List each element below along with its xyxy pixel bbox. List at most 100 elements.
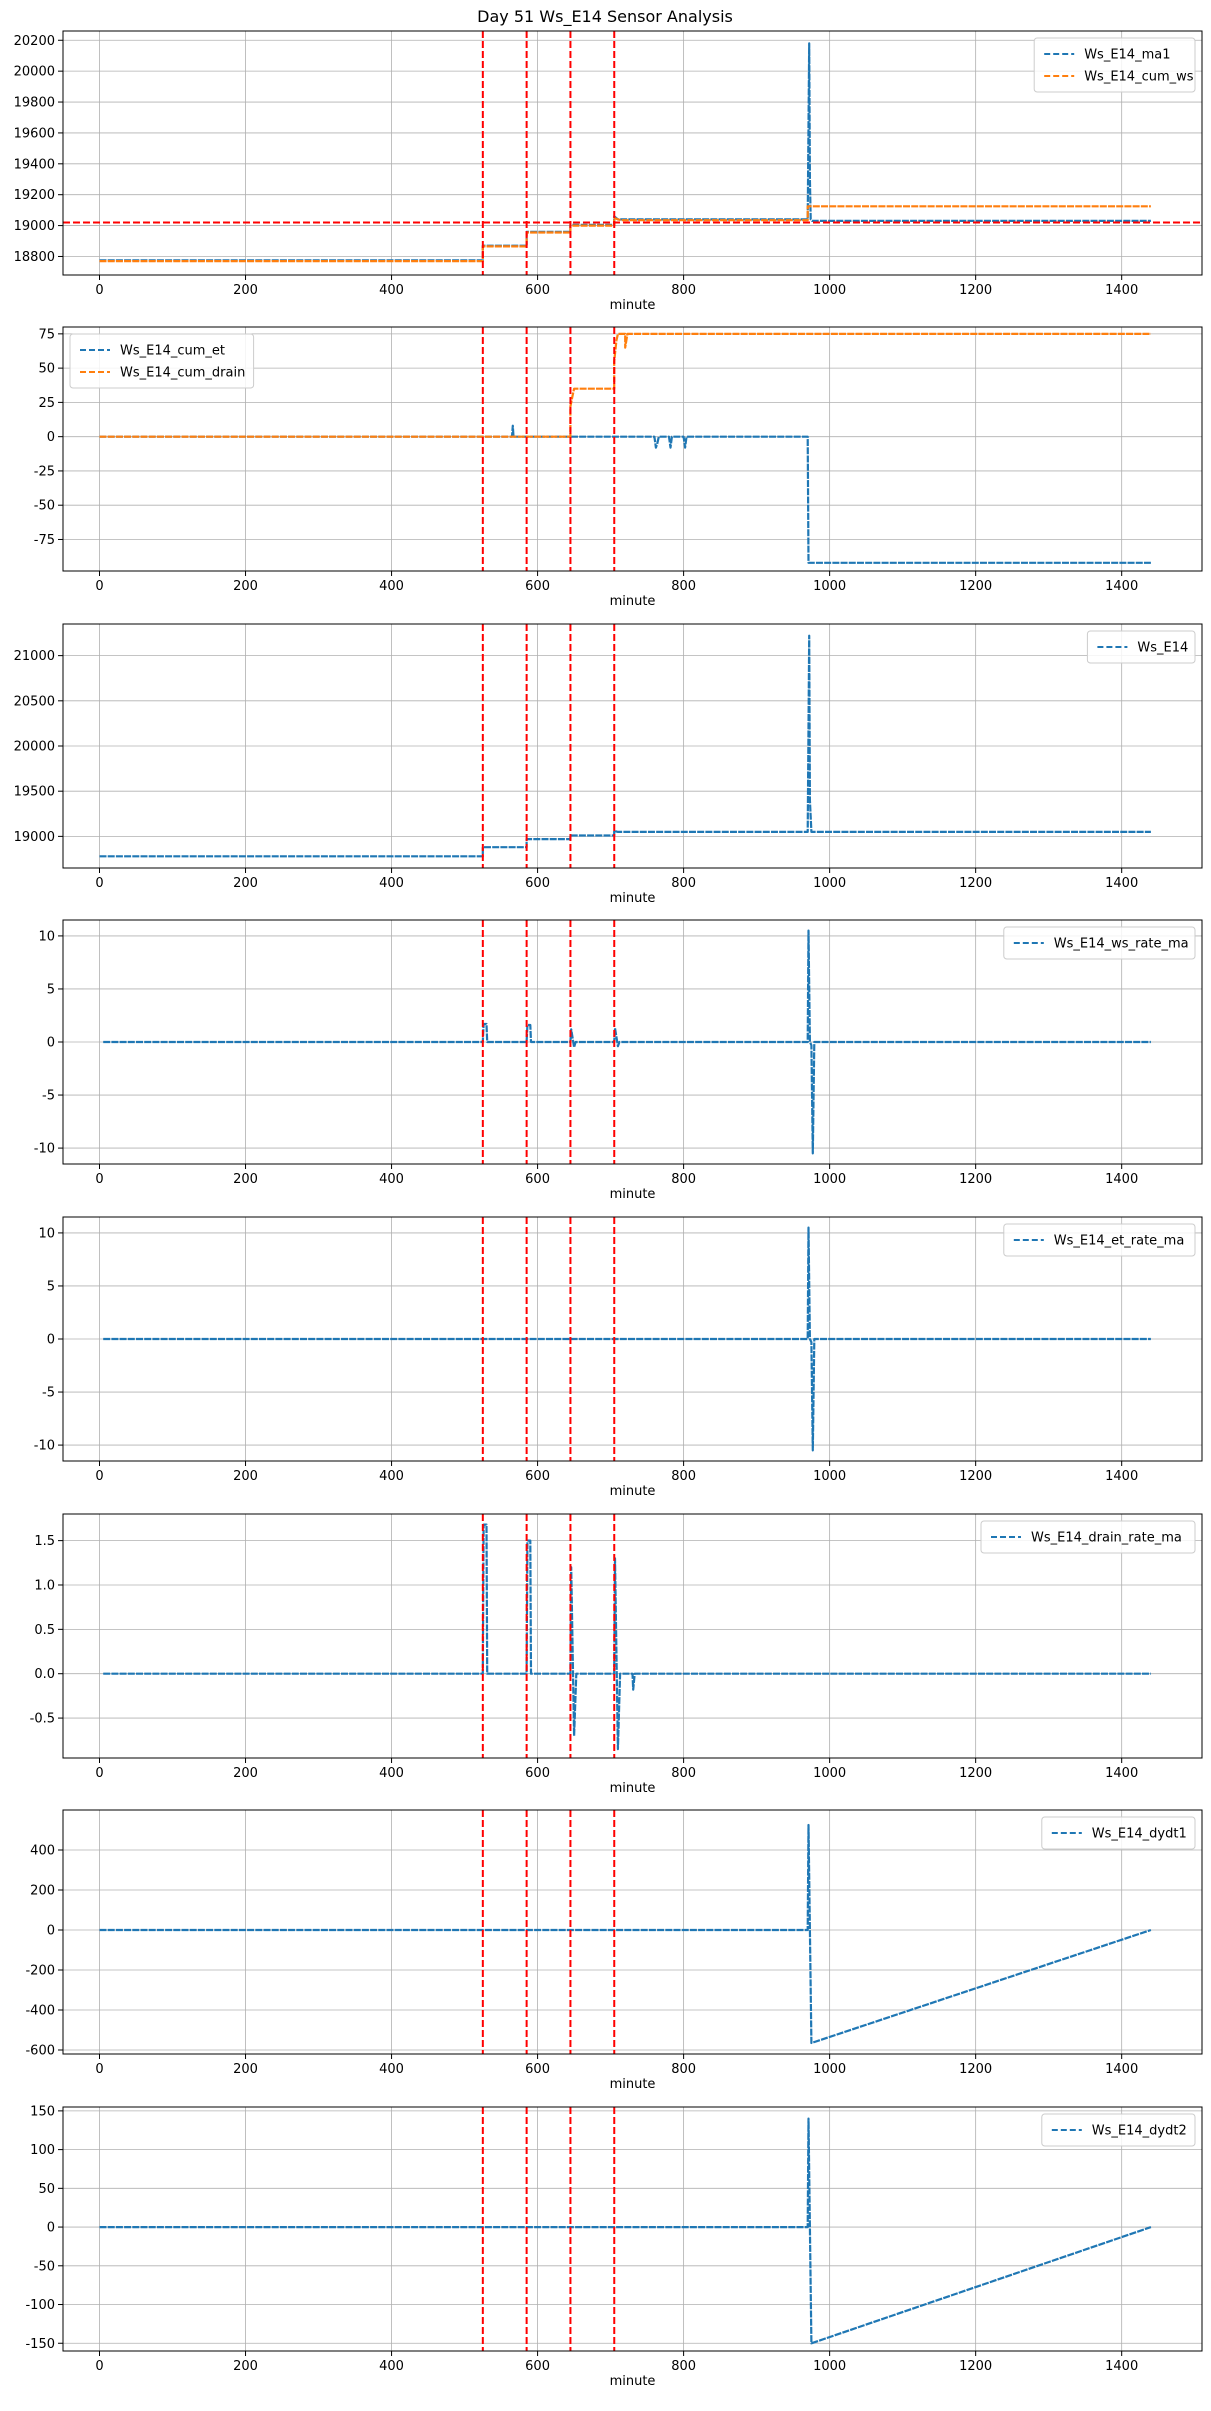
y-tick-label: 100 xyxy=(30,2143,55,2158)
legend-box xyxy=(1003,1223,1196,1257)
x-tick-label: 200 xyxy=(233,1469,258,1484)
x-tick-label: 600 xyxy=(525,283,550,298)
x-tick-label: 200 xyxy=(233,283,258,298)
legend-box xyxy=(1033,37,1196,93)
x-tick-label: 200 xyxy=(233,2359,258,2374)
y-tick-label: -10 xyxy=(34,1439,55,1454)
x-axis-label: minute xyxy=(610,594,656,609)
axes-frame xyxy=(62,1809,1203,2055)
y-tick-label: -150 xyxy=(25,2337,55,2352)
y-tick-label: -5 xyxy=(42,1386,55,1401)
y-tick-label: 19000 xyxy=(14,830,55,845)
legend-label: Ws_E14_dydt1 xyxy=(1092,1827,1187,1842)
legend-label: Ws_E14_ws_rate_ma xyxy=(1054,937,1189,952)
x-tick-label: 600 xyxy=(525,579,550,594)
x-tick-label: 1000 xyxy=(813,2359,846,2374)
y-tick-label: -600 xyxy=(25,2044,55,2059)
x-axis-label: minute xyxy=(610,1781,656,1796)
x-tick-label: 600 xyxy=(525,2359,550,2374)
x-tick-label: 800 xyxy=(671,579,696,594)
legend-box xyxy=(1041,1816,1196,1850)
x-axis-label: minute xyxy=(610,2077,656,2092)
y-tick-label: -75 xyxy=(34,533,55,548)
x-tick-label: 200 xyxy=(233,1766,258,1781)
x-tick-label: 1000 xyxy=(813,876,846,891)
x-tick-label: 400 xyxy=(379,1766,404,1781)
y-tick-label: 20500 xyxy=(14,694,55,709)
y-tick-label: 19200 xyxy=(14,188,55,203)
x-tick-label: 400 xyxy=(379,1172,404,1187)
axes-frame xyxy=(62,326,1203,572)
panel-ws_rate_ma: 0 200 400 600 800 1000 1200 1400 -10 -5 0 5 10 minute… xyxy=(34,919,1203,1202)
legend: Ws_E14 xyxy=(1086,630,1196,664)
axes-frame xyxy=(62,1513,1203,1759)
legend: Ws_E14_drain_rate_ma xyxy=(980,1520,1196,1554)
y-tick-label: 19500 xyxy=(14,785,55,800)
legend-box xyxy=(69,333,255,389)
x-tick-label: 600 xyxy=(525,1469,550,1484)
x-tick-label: 600 xyxy=(525,2062,550,2077)
y-tick-label: -5 xyxy=(42,1089,55,1104)
y-tick-label: 21000 xyxy=(14,649,55,664)
x-tick-label: 800 xyxy=(671,876,696,891)
x-tick-label: 0 xyxy=(95,283,103,298)
y-tick-label: 200 xyxy=(30,1884,55,1899)
x-tick-label: 1200 xyxy=(959,579,992,594)
panel-ws_e14: 0 200 400 600 800 1000 1200 1400 19000 19500 20000… xyxy=(14,623,1203,906)
y-tick-label: 10 xyxy=(38,929,55,944)
legend-label: Ws_E14_ma1 xyxy=(1084,48,1170,63)
x-tick-label: 1200 xyxy=(959,1469,992,1484)
y-tick-label: 20000 xyxy=(14,65,55,80)
figure-title: Day 51 Ws_E14 Sensor Analysis xyxy=(477,7,733,27)
panel-ma1_cumws: 0 200 400 600 800 1000 1200 1400 18800 19000 19200… xyxy=(14,30,1203,313)
y-tick-label: 1.0 xyxy=(34,1578,55,1593)
x-tick-label: 1400 xyxy=(1105,1766,1138,1781)
y-tick-label: 20200 xyxy=(14,34,55,49)
x-tick-label: 800 xyxy=(671,2062,696,2077)
x-tick-label: 0 xyxy=(95,1766,103,1781)
y-tick-label: 0 xyxy=(47,1333,55,1348)
x-tick-label: 0 xyxy=(95,579,103,594)
x-tick-label: 1200 xyxy=(959,283,992,298)
y-tick-label: 0 xyxy=(47,1924,55,1939)
x-tick-label: 1000 xyxy=(813,2062,846,2077)
legend-label: Ws_E14_drain_rate_ma xyxy=(1031,1531,1182,1546)
x-tick-label: 1400 xyxy=(1105,876,1138,891)
y-tick-label: -100 xyxy=(25,2298,55,2313)
panel-dydt1: 0 200 400 600 800 1000 1200 1400 -600 -400 -200 0 20… xyxy=(25,1809,1203,2092)
x-tick-label: 1400 xyxy=(1105,283,1138,298)
x-tick-label: 400 xyxy=(379,579,404,594)
y-tick-label: 0 xyxy=(47,430,55,445)
x-tick-label: 1400 xyxy=(1105,1172,1138,1187)
series-line-Ws_E14_dydt2 xyxy=(99,2117,1152,2345)
x-tick-label: 0 xyxy=(95,2062,103,2077)
x-tick-label: 200 xyxy=(233,2062,258,2077)
x-tick-label: 800 xyxy=(671,283,696,298)
x-tick-label: 1400 xyxy=(1105,2062,1138,2077)
x-tick-label: 1400 xyxy=(1105,1469,1138,1484)
y-tick-label: -0.5 xyxy=(30,1712,55,1727)
x-tick-label: 1000 xyxy=(813,1469,846,1484)
y-tick-label: 0 xyxy=(47,1036,55,1051)
y-tick-label: 10 xyxy=(38,1226,55,1241)
x-tick-label: 800 xyxy=(671,1172,696,1187)
y-tick-label: 0.5 xyxy=(34,1623,55,1638)
legend: Ws_E14_et_rate_ma xyxy=(1003,1223,1196,1257)
legend-label: Ws_E14_dydt2 xyxy=(1092,2124,1187,2139)
x-tick-label: 1200 xyxy=(959,876,992,891)
legend: Ws_E14_dydt2 xyxy=(1041,2113,1196,2147)
series-line-Ws_E14_drain_rate_ma xyxy=(103,1523,1151,1751)
series-line-Ws_E14_ws_rate_ma xyxy=(103,929,1151,1155)
x-tick-label: 600 xyxy=(525,876,550,891)
x-axis-label: minute xyxy=(610,891,656,906)
y-tick-label: 150 xyxy=(30,2104,55,2119)
panel-cum_et_drain: 0 200 400 600 800 1000 1200 1400 -75 -50 -25 0 25 50 7… xyxy=(34,326,1203,609)
y-tick-label: 50 xyxy=(38,362,55,377)
y-tick-label: 19400 xyxy=(14,157,55,172)
y-tick-label: -50 xyxy=(34,499,55,514)
x-axis-label: minute xyxy=(610,2374,656,2389)
y-tick-label: -200 xyxy=(25,1964,55,1979)
x-axis-label: minute xyxy=(610,298,656,313)
series-line-Ws_E14_cum_et xyxy=(99,424,1151,564)
